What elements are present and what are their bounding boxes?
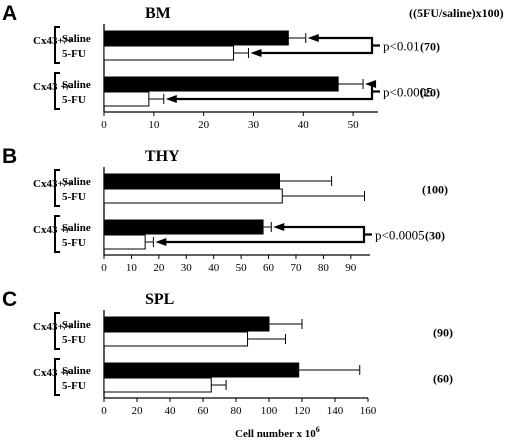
x-axis-label: Cell number x 106 <box>235 425 320 440</box>
fu-bar <box>103 377 212 393</box>
panel-title: BM <box>145 5 171 22</box>
comparison-arrowhead <box>250 49 262 57</box>
treatment-label: Saline <box>62 79 91 91</box>
x-tick-label: 40 <box>208 262 220 274</box>
treatment-label: 5-FU <box>62 94 86 106</box>
treatment-label: 5-FU <box>62 334 86 346</box>
fu-bar <box>103 331 249 347</box>
ratio-value: (60) <box>433 372 453 386</box>
treatment-label: 5-FU <box>62 191 86 203</box>
p-value-label: p<0.0005 <box>383 85 433 100</box>
fu-bar <box>103 91 150 107</box>
treatment-label: Saline <box>62 176 91 188</box>
panel-a: A BM0 10 20 30 40 50Cx43+/+Saline5-FU(70)p<0.0… <box>2 2 440 131</box>
genotype-label: Cx43+/+ <box>33 178 73 190</box>
group-bracket <box>54 215 60 253</box>
fu-bar <box>103 45 235 61</box>
treatment-label: Saline <box>62 365 91 377</box>
treatment-label: 5-FU <box>62 48 86 60</box>
p-value-label: p<0.01 <box>383 39 420 54</box>
genotype-label: Cx43 +/- <box>33 224 74 236</box>
panel-label: B <box>2 145 17 168</box>
x-tick-label: 30 <box>181 262 193 274</box>
group-bracket <box>54 312 60 350</box>
x-tick-label: 10 <box>148 119 160 131</box>
p-value-label: p<0.0005 <box>375 228 425 243</box>
treatment-label: Saline <box>62 319 91 331</box>
x-tick-label: 60 <box>198 405 210 417</box>
group-bracket <box>54 169 60 207</box>
x-tick-label: 80 <box>231 405 243 417</box>
comparison-arrowhead <box>273 223 285 231</box>
treatment-label: Saline <box>62 33 91 45</box>
x-tick-label: 70 <box>290 262 302 274</box>
ratio-value: (30) <box>425 229 445 243</box>
x-tick-label: 60 <box>263 262 275 274</box>
saline-bar <box>103 362 300 378</box>
treatment-label: 5-FU <box>62 380 86 392</box>
x-tick-label: 100 <box>261 405 278 417</box>
panel-title: THY <box>145 148 180 165</box>
x-tick-label: 140 <box>327 405 344 417</box>
panel-title: SPL <box>145 291 174 308</box>
ratio-value: (100) <box>422 183 448 197</box>
x-tick-label: 30 <box>248 119 260 131</box>
genotype-label: Cx43+/+ <box>33 35 73 47</box>
group-bracket <box>54 26 60 64</box>
x-tick-label: 160 <box>360 405 377 417</box>
group-bracket <box>54 358 60 396</box>
x-tick-label: 40 <box>165 405 177 417</box>
fu-bar <box>103 234 146 250</box>
treatment-label: 5-FU <box>62 237 86 249</box>
ratio-value: (90) <box>433 326 453 340</box>
x-tick-label: 20 <box>198 119 210 131</box>
x-tick-label: 0 <box>101 405 107 417</box>
comparison-arrowhead <box>365 80 377 88</box>
x-tick-label: 50 <box>348 119 360 131</box>
genotype-label: Cx43 +/- <box>33 81 74 93</box>
x-tick-label: 40 <box>298 119 310 131</box>
x-tick-label: 50 <box>236 262 248 274</box>
treatment-label: Saline <box>62 222 91 234</box>
x-tick-label: 120 <box>294 405 311 417</box>
comparison-arrowhead <box>155 238 167 246</box>
x-tick-label: 80 <box>318 262 330 274</box>
ratio-value: (20) <box>420 86 440 100</box>
panel-label: C <box>2 288 17 311</box>
x-tick-label: 0 <box>101 262 107 274</box>
genotype-label: Cx43+/+ <box>33 321 73 333</box>
x-tick-label: 0 <box>101 119 107 131</box>
x-tick-label: 20 <box>153 262 165 274</box>
ratio-value: (70) <box>420 40 440 54</box>
genotype-label: Cx43 +/- <box>33 367 74 379</box>
x-tick-label: 90 <box>345 262 357 274</box>
comparison-arrowhead <box>307 34 319 42</box>
x-tick-label: 20 <box>132 405 144 417</box>
saline-bar <box>103 316 270 332</box>
saline-bar <box>103 173 281 189</box>
fu-bar <box>103 188 283 204</box>
saline-bar <box>103 219 264 235</box>
group-bracket <box>54 72 60 110</box>
ratio-header: ((5FU/saline)x100) <box>409 6 504 20</box>
panel-label: A <box>2 2 17 25</box>
x-tick-label: 10 <box>126 262 138 274</box>
saline-bar <box>103 76 339 92</box>
saline-bar <box>103 30 289 46</box>
comparison-arrowhead <box>165 95 177 103</box>
